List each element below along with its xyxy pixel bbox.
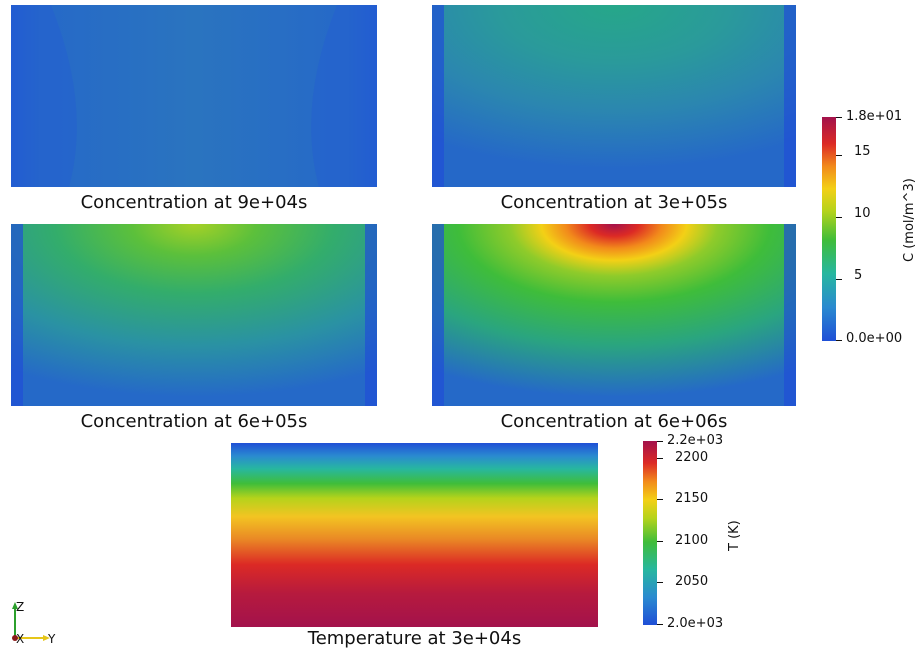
- orientation-axes: Z X Y: [6, 600, 66, 648]
- temperature-plot-3e04: [231, 443, 598, 627]
- conc-tick-max: 1.8e+01: [846, 109, 903, 124]
- conc-tick-10: 10: [854, 206, 871, 221]
- caption-concentration-6e06: Concentration at 6e+06s: [500, 411, 728, 432]
- concentration-plot-3e05: [432, 5, 796, 187]
- temp-tick-2100: 2100: [675, 533, 709, 548]
- axis-z-label: Z: [16, 600, 25, 614]
- temp-colorbar-title: T (K): [727, 520, 742, 551]
- concentration-plot-6e06: [432, 224, 796, 406]
- conc-colorbar-title: C (mol/m^3): [902, 178, 917, 262]
- conc-tick-min: 0.0e+00: [846, 331, 903, 346]
- caption-concentration-9e04: Concentration at 9e+04s: [80, 192, 308, 213]
- conc-tick-15: 15: [854, 144, 871, 159]
- temperature-colorbar: [643, 441, 657, 625]
- conc-tick-5: 5: [854, 268, 863, 283]
- temp-tick-2050: 2050: [675, 574, 709, 589]
- concentration-plot-9e04: [11, 5, 377, 187]
- caption-concentration-3e05: Concentration at 3e+05s: [500, 192, 728, 213]
- axis-x-label: X: [16, 632, 25, 646]
- axes-triad-icon: [12, 602, 50, 641]
- concentration-colorbar: [822, 117, 836, 341]
- caption-concentration-6e05: Concentration at 6e+05s: [80, 411, 308, 432]
- axis-y-label: Y: [48, 632, 56, 646]
- temp-tick-max: 2.2e+03: [667, 433, 724, 448]
- concentration-plot-6e05: [11, 224, 377, 406]
- caption-temperature-3e04: Temperature at 3e+04s: [307, 628, 522, 649]
- temp-tick-min: 2.0e+03: [667, 616, 724, 631]
- temp-tick-2150: 2150: [675, 491, 709, 506]
- temp-tick-2200: 2200: [675, 450, 709, 465]
